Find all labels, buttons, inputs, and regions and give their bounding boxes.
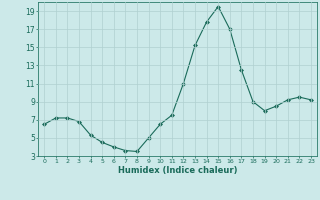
X-axis label: Humidex (Indice chaleur): Humidex (Indice chaleur) [118, 166, 237, 175]
